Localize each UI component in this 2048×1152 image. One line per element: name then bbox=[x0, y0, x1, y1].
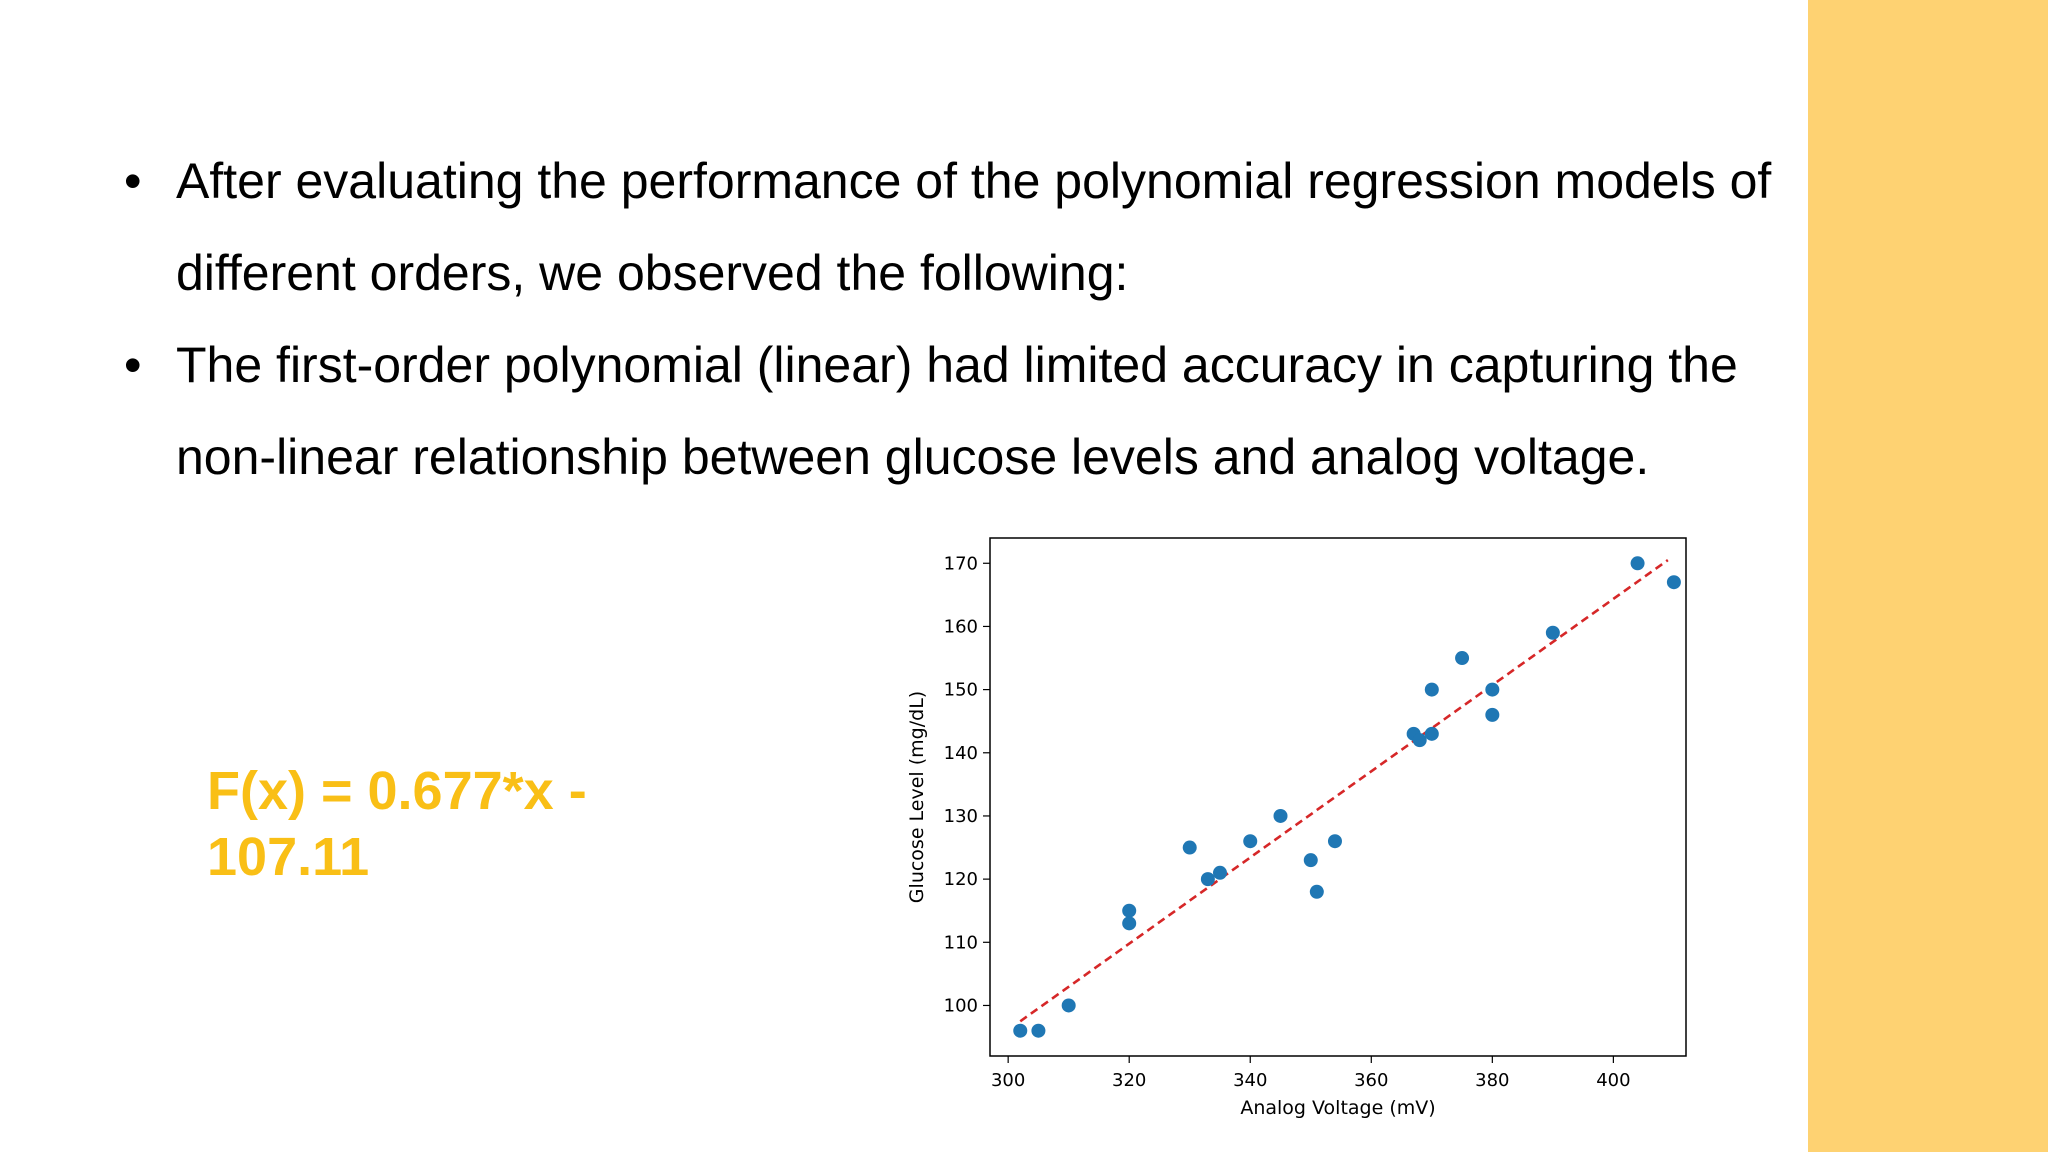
data-point bbox=[1485, 707, 1500, 722]
data-point bbox=[1424, 726, 1439, 741]
data-point bbox=[1485, 682, 1500, 697]
y-tick-label: 140 bbox=[944, 743, 978, 764]
y-tick-label: 150 bbox=[944, 680, 978, 701]
x-axis-label: Analog Voltage (mV) bbox=[1240, 1097, 1435, 1119]
data-point bbox=[1243, 834, 1258, 849]
data-point bbox=[1630, 556, 1645, 571]
data-point bbox=[1031, 1023, 1046, 1038]
data-point bbox=[1061, 998, 1076, 1013]
y-tick-label: 160 bbox=[944, 616, 978, 637]
data-point bbox=[1273, 808, 1288, 823]
x-tick-label: 400 bbox=[1596, 1070, 1630, 1091]
x-tick-label: 320 bbox=[1112, 1070, 1146, 1091]
data-point bbox=[1200, 872, 1215, 887]
data-point bbox=[1013, 1023, 1028, 1038]
data-point bbox=[1455, 651, 1470, 666]
bullet-list: After evaluating the performance of the … bbox=[120, 135, 1800, 503]
data-point bbox=[1666, 575, 1681, 590]
data-point bbox=[1122, 916, 1137, 931]
y-tick-label: 110 bbox=[944, 932, 978, 953]
decorative-side-band bbox=[1808, 0, 2048, 1152]
data-point bbox=[1424, 682, 1439, 697]
y-axis-label: Glucose Level (mg/dL) bbox=[906, 691, 928, 903]
data-point bbox=[1327, 834, 1342, 849]
plot-frame bbox=[989, 537, 1687, 1057]
x-tick-label: 340 bbox=[1233, 1070, 1267, 1091]
data-point bbox=[1303, 853, 1318, 868]
data-point bbox=[1545, 625, 1560, 640]
y-tick-label: 170 bbox=[944, 553, 978, 574]
y-tick-label: 130 bbox=[944, 806, 978, 827]
data-point bbox=[1212, 865, 1227, 880]
data-point bbox=[1122, 903, 1137, 918]
bullet-item: The first-order polynomial (linear) had … bbox=[120, 319, 1800, 503]
data-point bbox=[1309, 884, 1324, 899]
x-tick-label: 360 bbox=[1354, 1070, 1388, 1091]
data-point bbox=[1412, 733, 1427, 748]
y-tick-label: 120 bbox=[944, 869, 978, 890]
data-point bbox=[1182, 840, 1197, 855]
regression-fit-line bbox=[1019, 559, 1669, 1023]
scatter-chart: 300 320 340 360 380 400 100 110 120 130 140 150 160 1… bbox=[906, 537, 1687, 1119]
x-tick-label: 380 bbox=[1475, 1070, 1509, 1091]
x-tick-label: 300 bbox=[991, 1070, 1025, 1091]
y-tick-label: 100 bbox=[944, 995, 978, 1016]
bullet-item: After evaluating the performance of the … bbox=[120, 135, 1800, 319]
regression-formula: F(x) = 0.677*x - 107.11 bbox=[207, 761, 587, 887]
